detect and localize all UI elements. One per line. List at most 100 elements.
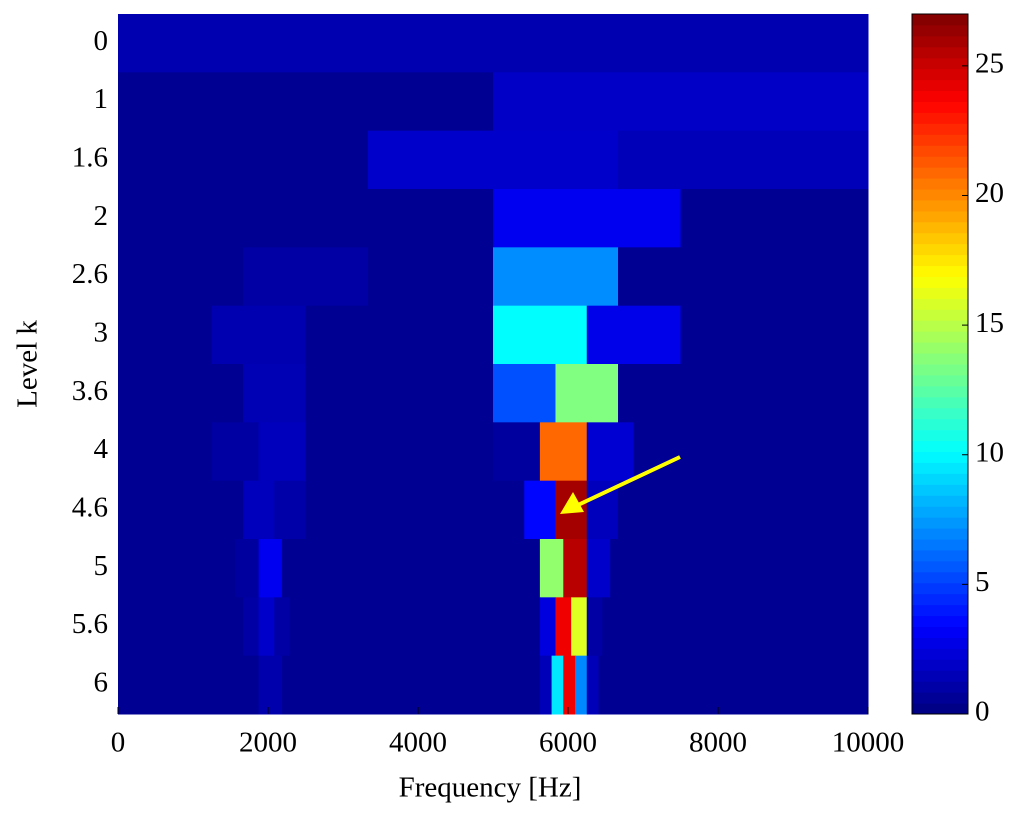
colorbar-step [912,123,968,135]
heatmap-cell [539,539,564,598]
heatmap-cell [680,305,869,365]
heatmap-cell [563,539,588,598]
colorbar-tick-label: 25 [975,48,1004,80]
colorbar-step [912,626,968,638]
y-tick-label: 6 [94,666,109,698]
colorbar-step [912,167,968,179]
colorbar-step [912,276,968,288]
colorbar-step [912,637,968,649]
heatmap-cell [305,480,525,540]
y-tick-label: 2 [94,200,109,232]
heatmap-cell [618,247,869,307]
colorbar-step [912,364,968,376]
colorbar-step [912,451,968,463]
colorbar-step [912,506,968,518]
heatmap-cell [367,247,494,307]
heatmap-cell [289,597,541,657]
heatmap-cell [211,422,260,482]
x-tick-label: 6000 [539,727,597,759]
colorbar-step [912,374,968,387]
colorbar-step [912,199,968,212]
heatmap-cell [680,189,869,248]
heatmap-cell [367,130,619,190]
colorbar-step [912,178,968,190]
heatmap-cell [586,655,599,715]
heatmap-cell [258,655,271,715]
heatmap-cell [598,655,869,715]
x-axis-label: Frequency [Hz] [399,772,582,804]
heatmap-cell [118,72,494,132]
y-tick-label: 3 [94,316,109,348]
heatmap-cell [633,422,869,482]
heatmap-cell [493,189,681,248]
heatmap-cell [118,480,244,540]
heatmap-cell [118,422,213,482]
colorbar-step [912,528,968,540]
colorbar-step [912,539,968,551]
colorbar-step [912,484,968,496]
heatmap-cell [524,480,556,540]
colorbar-step [912,407,968,420]
heatmap-cell [305,364,494,423]
colorbar-tick-label: 15 [975,307,1004,339]
colorbar-step [912,156,968,168]
colorbar-step [912,342,968,354]
heatmap-cell [551,655,564,715]
heatmap-cell [258,539,283,598]
heatmap-cell [305,422,494,482]
heatmap-cell [493,422,541,482]
heatmap-cell [282,539,541,598]
heatmap-cell [618,130,869,190]
colorbar-step [912,495,968,507]
colorbar-step [912,659,968,671]
colorbar-step [912,353,968,365]
colorbar-step [912,593,968,606]
colorbar-frame [911,13,969,715]
heatmap-cell [118,305,213,365]
plot-area [117,14,869,715]
colorbar-step [912,549,968,562]
colorbar-step [912,101,968,113]
heatmap-cell [243,364,306,423]
heatmap-cell [118,14,869,73]
colorbar-step [912,571,968,584]
heatmap-cell [243,480,275,540]
heatmap-cell [586,539,611,598]
colorbar [911,13,969,715]
heatmap-cell [118,597,244,657]
colorbar-step [912,14,968,26]
y-tick-label: 3.6 [72,375,108,407]
colorbar-step [912,68,968,81]
heatmap-cell [305,305,494,365]
heatmap-cell [235,539,260,598]
colorbar-step [912,429,968,442]
heatmap-cell [211,305,306,365]
heatmap-cell [282,655,541,715]
colorbar-step [912,287,968,299]
x-tick-label: 10000 [832,727,905,759]
heatmap-cell [618,480,869,540]
heatmap-cell [575,655,588,715]
heatmap-cell [118,189,494,248]
annotation-arrow [577,455,681,507]
y-tick-label: 4 [94,433,109,465]
colorbar-step [912,396,968,409]
heatmap-cell [118,130,369,190]
colorbar-step [912,210,968,223]
heatmap-cell [258,597,275,657]
y-tick-label: 5.6 [72,608,108,640]
colorbar-step [912,35,968,48]
colorbar-step [912,440,968,452]
colorbar-step [912,189,968,201]
heatmap-cell [118,247,244,307]
y-tick-label: 2.6 [72,258,108,290]
colorbar-step [912,692,968,704]
heatmap-cell [555,597,572,657]
colorbar-step [912,462,968,474]
colorbar-step [912,79,968,92]
labels: 011.622.633.644.655.660 2000 4000 6000 8000 1… [72,25,1004,759]
heatmap-cell [571,597,588,657]
colorbar-step [912,648,968,660]
heatmap-cell [118,539,236,598]
y-tick-label: 5 [94,550,109,582]
